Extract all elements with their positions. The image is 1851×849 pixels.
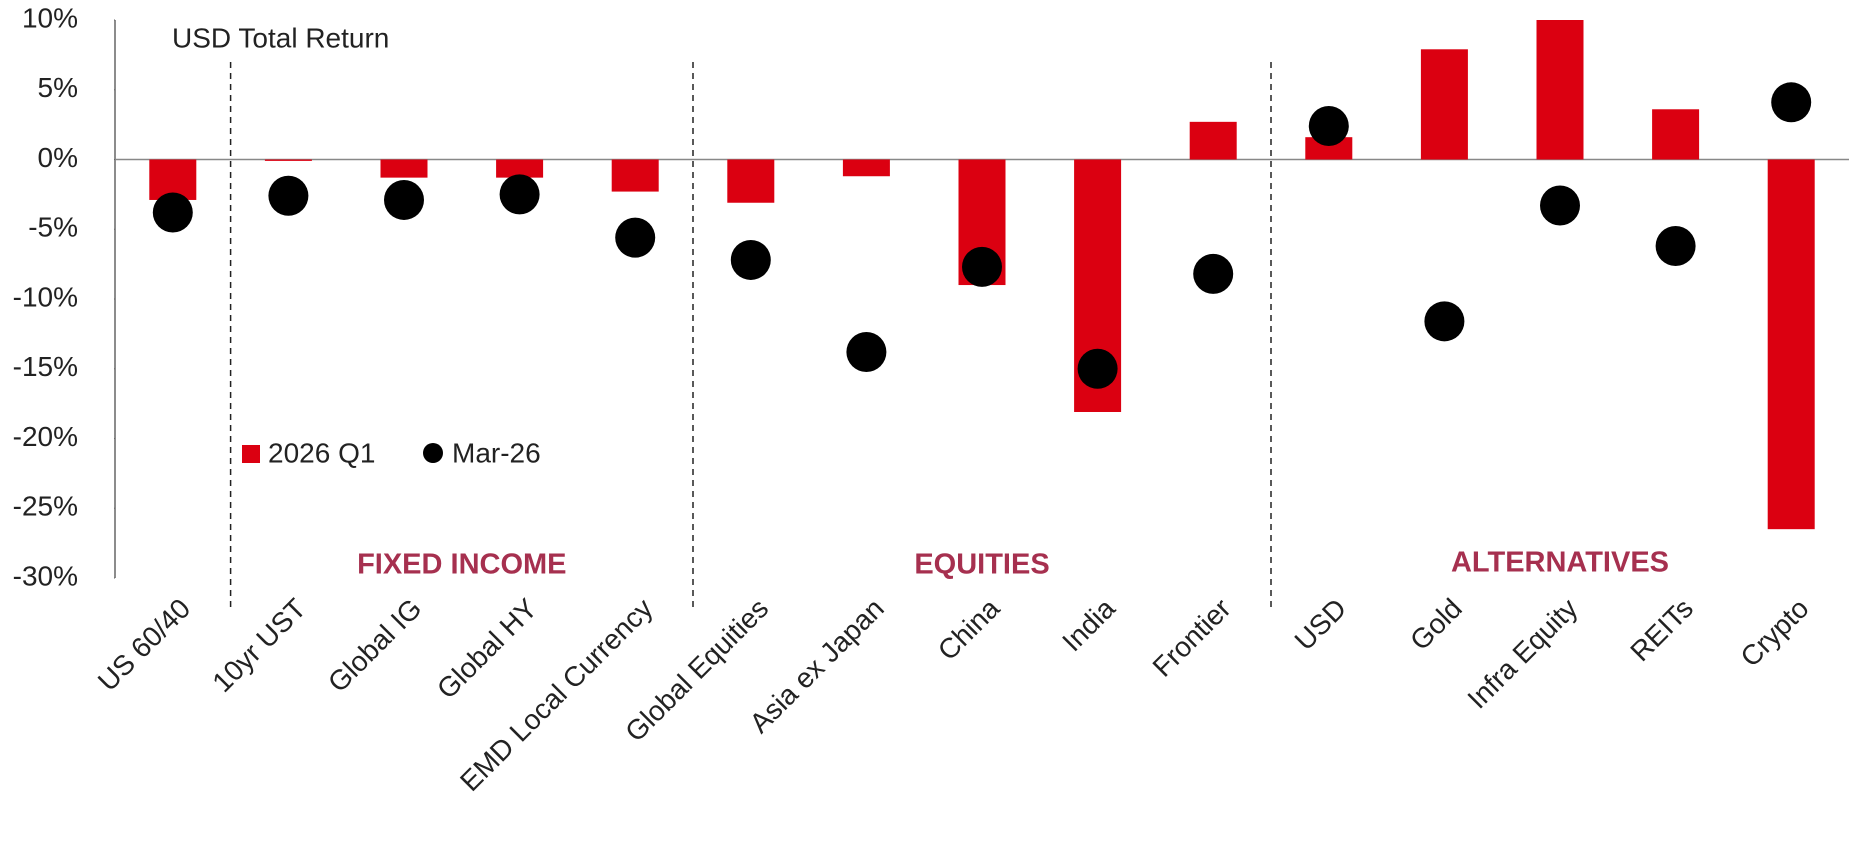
bar <box>380 159 428 178</box>
bar <box>1420 49 1468 160</box>
x-tick-label: Infra Equity <box>1461 593 1583 715</box>
x-tick-label: Gold <box>1404 593 1468 657</box>
bar <box>842 159 890 177</box>
annotation: USD Total Return <box>172 22 389 53</box>
legend-label: Mar-26 <box>452 437 541 468</box>
x-tick-label: 10yr UST <box>206 593 312 699</box>
dot <box>846 332 887 373</box>
x-tick-label: Global HY <box>431 592 543 704</box>
bar <box>1305 137 1353 160</box>
y-tick-label: -5% <box>28 212 78 243</box>
bar <box>611 159 659 192</box>
y-tick-label: -15% <box>13 351 78 382</box>
x-tick-label: Frontier <box>1147 593 1237 683</box>
dot <box>1424 301 1465 342</box>
x-tick-label: USD <box>1289 593 1353 657</box>
bar <box>496 159 544 178</box>
legend-swatch <box>242 445 260 463</box>
x-tick-label: REITs <box>1624 593 1699 668</box>
x-tick-label: Global IG <box>322 593 428 699</box>
dot <box>499 174 540 215</box>
dot <box>730 239 771 280</box>
bar <box>1767 159 1815 530</box>
x-tick-label: Crypto <box>1734 593 1814 673</box>
x-tick-label: EMD Local Currency <box>454 593 659 798</box>
y-tick-label: 0% <box>38 142 78 173</box>
dot <box>615 217 656 258</box>
bar <box>1536 20 1584 160</box>
bar <box>264 159 312 161</box>
legend-label: 2026 Q1 <box>268 437 375 468</box>
y-tick-label: -25% <box>13 491 78 522</box>
x-tick-label: India <box>1056 592 1121 657</box>
dot <box>1193 253 1234 294</box>
y-tick-label: -20% <box>13 421 78 452</box>
dot <box>1655 225 1696 266</box>
bar <box>1189 121 1237 160</box>
x-tick-label: China <box>932 592 1006 666</box>
section-label: FIXED INCOME <box>357 549 566 581</box>
bar <box>1652 109 1700 160</box>
y-tick-label: 10% <box>22 2 78 33</box>
dot <box>1308 106 1349 147</box>
y-tick-label: -30% <box>13 560 78 591</box>
dot <box>962 246 1002 287</box>
bar <box>727 159 775 203</box>
dot <box>1540 185 1580 226</box>
section-label: ALTERNATIVES <box>1451 547 1669 579</box>
y-tick-label: 5% <box>38 72 78 103</box>
y-tick-label: -10% <box>13 281 78 312</box>
dot <box>152 192 193 233</box>
x-tick-label: US 60/40 <box>92 593 196 697</box>
section-label: EQUITIES <box>914 549 1049 581</box>
dot <box>384 179 424 220</box>
dot <box>1077 348 1118 389</box>
legend-swatch <box>423 443 443 463</box>
dot <box>268 175 309 216</box>
dot <box>1771 82 1812 123</box>
